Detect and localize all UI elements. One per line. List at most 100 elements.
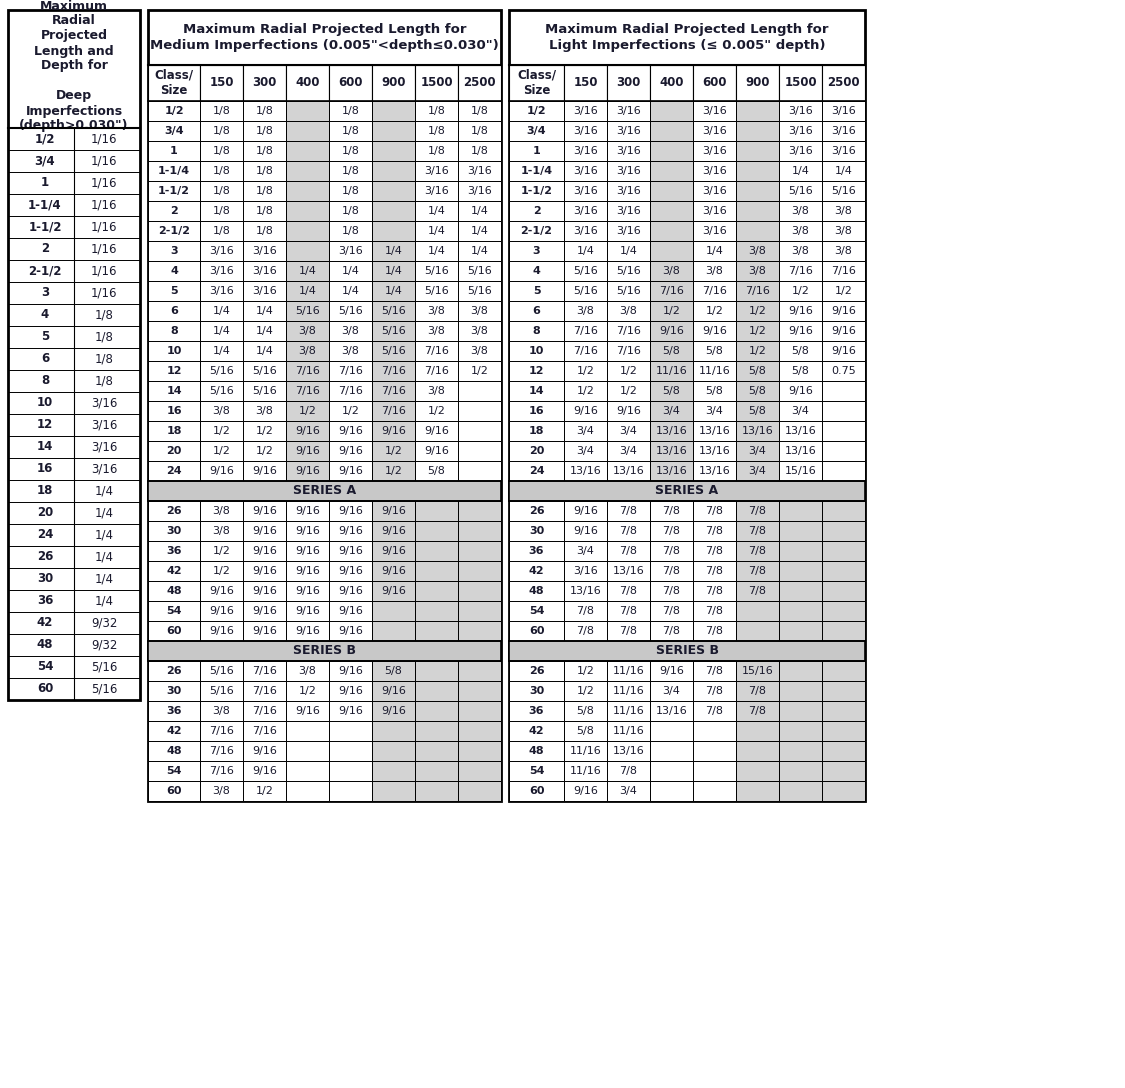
Text: 7/16: 7/16: [338, 366, 363, 376]
Bar: [778, 461, 822, 481]
Bar: [564, 341, 608, 361]
Text: 1/8: 1/8: [213, 186, 231, 196]
Text: 7/16: 7/16: [252, 666, 277, 676]
Bar: [650, 401, 693, 421]
Bar: [736, 581, 778, 601]
Bar: [736, 65, 778, 101]
Text: 26: 26: [166, 506, 182, 516]
Text: 1/2: 1/2: [577, 666, 594, 676]
Text: 2500: 2500: [827, 76, 860, 89]
Text: 4: 4: [532, 265, 540, 276]
Bar: [508, 521, 564, 541]
Bar: [608, 421, 650, 441]
Text: 3/4: 3/4: [705, 406, 723, 416]
Text: 7/8: 7/8: [748, 566, 766, 576]
Text: 1/8: 1/8: [255, 106, 273, 116]
Bar: [693, 601, 736, 621]
Text: 9/16: 9/16: [252, 506, 277, 516]
Text: 9/16: 9/16: [381, 506, 406, 516]
Text: 5/16: 5/16: [91, 682, 117, 695]
Bar: [736, 141, 778, 161]
Bar: [148, 421, 200, 441]
Bar: [650, 721, 693, 741]
Bar: [693, 561, 736, 581]
Text: 36: 36: [37, 594, 53, 607]
Bar: [822, 381, 865, 401]
Bar: [693, 781, 736, 801]
Bar: [372, 281, 415, 301]
Bar: [328, 341, 372, 361]
Text: 5/8: 5/8: [748, 406, 766, 416]
Text: 9/16: 9/16: [616, 406, 641, 416]
Text: 1/8: 1/8: [470, 106, 488, 116]
Bar: [415, 321, 458, 341]
Text: 5/16: 5/16: [831, 186, 856, 196]
Text: 1/4: 1/4: [94, 507, 114, 519]
Bar: [243, 401, 286, 421]
Bar: [458, 281, 501, 301]
Bar: [286, 201, 328, 221]
Bar: [778, 561, 822, 581]
Bar: [822, 242, 865, 261]
Text: 1/8: 1/8: [342, 166, 360, 176]
Bar: [243, 601, 286, 621]
Bar: [508, 461, 564, 481]
Bar: [200, 341, 243, 361]
Bar: [736, 741, 778, 761]
Bar: [608, 681, 650, 701]
Bar: [372, 601, 415, 621]
Bar: [778, 401, 822, 421]
Bar: [328, 761, 372, 781]
Bar: [608, 321, 650, 341]
Bar: [458, 701, 501, 721]
Bar: [778, 421, 822, 441]
Text: 9/16: 9/16: [788, 326, 813, 336]
Text: 3/8: 3/8: [428, 326, 446, 336]
Bar: [564, 601, 608, 621]
Text: 3/8: 3/8: [470, 346, 488, 356]
Bar: [564, 381, 608, 401]
Bar: [243, 500, 286, 521]
Bar: [458, 521, 501, 541]
Text: 9/16: 9/16: [252, 566, 277, 576]
Bar: [650, 701, 693, 721]
Bar: [822, 741, 865, 761]
Text: 1/4: 1/4: [94, 551, 114, 564]
Bar: [822, 101, 865, 121]
Bar: [372, 301, 415, 321]
Bar: [693, 301, 736, 321]
Bar: [608, 242, 650, 261]
Bar: [736, 601, 778, 621]
Text: 1/8: 1/8: [255, 206, 273, 217]
Text: 3/16: 3/16: [789, 106, 813, 116]
Text: 9/16: 9/16: [338, 466, 363, 477]
Bar: [508, 341, 564, 361]
Bar: [372, 65, 415, 101]
Text: 5/16: 5/16: [339, 306, 363, 316]
Bar: [736, 401, 778, 421]
Bar: [778, 261, 822, 281]
Bar: [650, 421, 693, 441]
Text: 1: 1: [532, 146, 540, 156]
Bar: [458, 121, 501, 141]
Bar: [458, 381, 501, 401]
Text: 3/8: 3/8: [342, 346, 360, 356]
Bar: [328, 181, 372, 201]
Text: 9/16: 9/16: [831, 306, 856, 316]
Bar: [608, 141, 650, 161]
Bar: [608, 281, 650, 301]
Bar: [822, 161, 865, 181]
Bar: [372, 321, 415, 341]
Text: 1/16: 1/16: [91, 154, 118, 168]
Text: 3/16: 3/16: [702, 106, 727, 116]
Bar: [608, 621, 650, 641]
Text: 15/16: 15/16: [784, 466, 817, 477]
Text: 3/16: 3/16: [702, 226, 727, 236]
Bar: [286, 341, 328, 361]
Bar: [148, 701, 200, 721]
Bar: [286, 181, 328, 201]
Bar: [693, 181, 736, 201]
Text: 3/16: 3/16: [616, 226, 641, 236]
Text: 13/16: 13/16: [569, 586, 602, 596]
Bar: [458, 321, 501, 341]
